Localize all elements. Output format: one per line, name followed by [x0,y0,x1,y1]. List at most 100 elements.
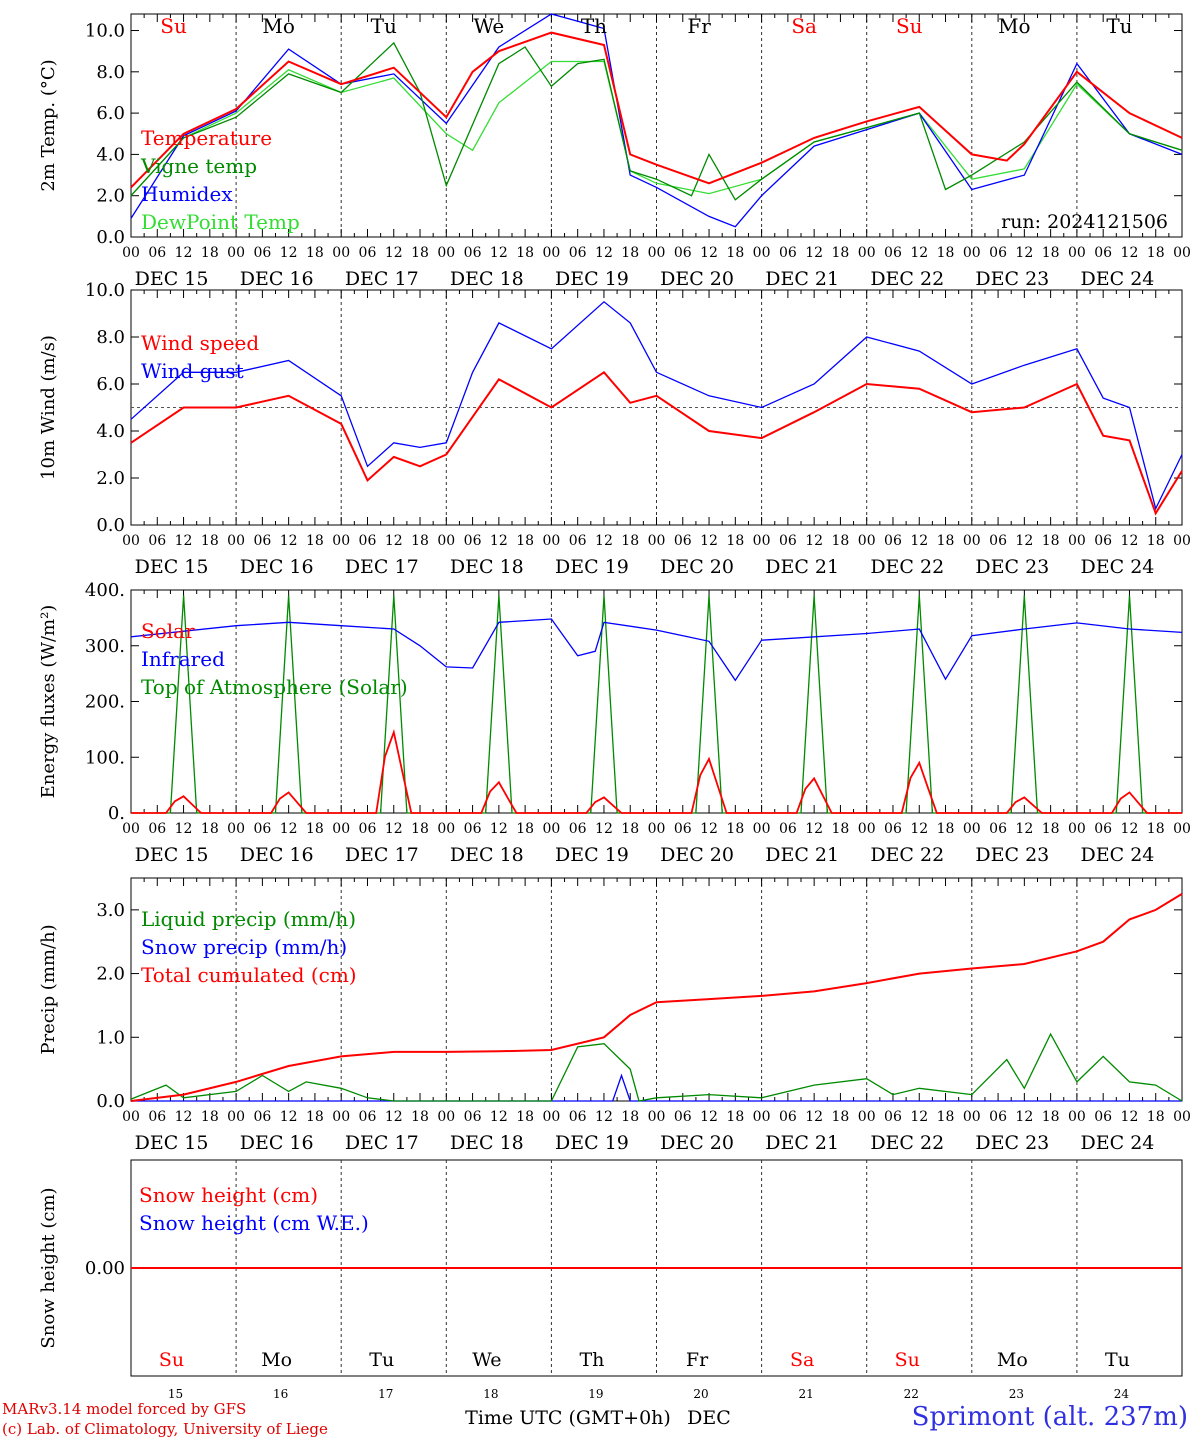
hour-tick-label: 06 [359,1109,377,1125]
hour-tick-label: 12 [700,533,718,549]
hour-tick-label: 12 [490,245,508,261]
weekday-label-bottom: We [472,1349,501,1371]
hour-tick-label: 18 [411,821,429,837]
hour-tick-label: 06 [253,533,271,549]
date-label: DEC 22 [870,844,944,866]
hour-tick-label: 18 [201,533,219,549]
hour-tick-label: 12 [910,533,928,549]
hour-tick-label: 00 [1173,821,1191,837]
date-label: DEC 23 [975,556,1049,578]
y-tick-label: 6.0 [96,103,125,124]
date-label: DEC 20 [660,844,734,866]
day-number-label: 18 [483,1387,498,1401]
hour-tick-label: 00 [332,821,350,837]
day-number-label: 24 [1114,1387,1130,1401]
y-tick-label: 0.00 [85,1258,125,1279]
hour-tick-label: 00 [227,533,245,549]
hour-tick-label: 00 [437,245,455,261]
series-line-wind-speed [130,370,1183,516]
hour-tick-label: 18 [621,245,639,261]
hour-tick-label: 18 [832,1109,850,1125]
hour-tick-label: 00 [227,1109,245,1125]
legend-entry: Snow precip (mm/h) [141,935,347,959]
hour-tick-label: 06 [884,245,902,261]
hour-tick-label: 00 [963,245,981,261]
weekday-label-top: Su [160,14,187,38]
date-label: DEC 19 [555,268,629,290]
hour-tick-label: 18 [516,533,534,549]
legend-entry: Temperature [141,126,272,150]
hour-tick-label: 12 [1121,533,1139,549]
date-label: DEC 15 [135,556,209,578]
hour-tick-label: 00 [332,533,350,549]
y-tick-label: 2.0 [96,468,125,489]
hour-tick-label: 00 [1173,1109,1191,1125]
date-label: DEC 24 [1081,556,1155,578]
weekday-label-bottom: Sa [790,1349,814,1371]
hour-tick-label: 00 [332,245,350,261]
station-name: Sprimont (alt. 237m) [911,1402,1188,1432]
hour-tick-label: 18 [1147,533,1165,549]
date-label: DEC 18 [450,1132,524,1154]
hour-tick-label: 00 [1068,245,1086,261]
hour-tick-label: 06 [884,1109,902,1125]
hour-tick-label: 12 [175,821,193,837]
day-number-label: 19 [588,1387,603,1401]
date-label: DEC 20 [660,556,734,578]
hour-tick-label: 00 [122,533,140,549]
weekday-label-bottom: Tu [1105,1349,1130,1371]
legend-entry: Wind gust [141,359,244,383]
date-label: DEC 19 [555,844,629,866]
hour-tick-label: 12 [805,245,823,261]
hour-tick-label: 06 [674,821,692,837]
hour-tick-label: 18 [516,245,534,261]
date-label: DEC 21 [765,844,839,866]
hour-tick-label: 06 [148,533,166,549]
date-label: DEC 23 [975,268,1049,290]
hour-tick-label: 00 [858,245,876,261]
hour-tick-label: 06 [359,821,377,837]
legend-entry: Snow height (cm) [139,1183,318,1207]
hour-tick-label: 18 [937,821,955,837]
date-label: DEC 17 [345,556,419,578]
y-tick-label: 100. [85,747,125,768]
hour-tick-label: 06 [884,821,902,837]
hour-tick-label: 12 [385,533,403,549]
weekday-label-bottom: Th [579,1349,604,1371]
hour-tick-label: 06 [569,533,587,549]
hour-tick-label: 12 [910,1109,928,1125]
hour-tick-label: 06 [148,1109,166,1125]
weekday-label-top: Tu [371,14,397,38]
date-label: DEC 22 [870,1132,944,1154]
y-tick-label: 0. [108,803,125,824]
legend-entry: Wind speed [141,331,259,355]
y-tick-label: 4.0 [96,144,125,165]
y-axis-label: Snow height (cm) [38,1187,59,1348]
hour-tick-label: 12 [280,821,298,837]
hour-tick-label: 12 [805,821,823,837]
date-label: DEC 16 [240,1132,314,1154]
hour-tick-label: 12 [700,245,718,261]
hour-tick-label: 06 [464,245,482,261]
hour-tick-label: 06 [569,821,587,837]
hour-tick-label: 06 [253,245,271,261]
hour-tick-label: 06 [1094,821,1112,837]
hour-tick-label: 18 [306,245,324,261]
hour-tick-label: 12 [595,1109,613,1125]
legend-entry: Snow height (cm W.E.) [139,1211,369,1235]
hour-tick-label: 00 [542,533,560,549]
hour-tick-label: 06 [779,821,797,837]
date-label: DEC 22 [870,268,944,290]
legend-entry: Solar [141,619,195,643]
hour-tick-label: 12 [910,821,928,837]
hour-tick-label: 00 [753,533,771,549]
hour-tick-label: 00 [332,1109,350,1125]
y-tick-label: 8.0 [96,62,125,83]
date-label: DEC 20 [660,268,734,290]
hour-tick-label: 00 [437,533,455,549]
day-number-label: 21 [799,1387,814,1401]
hour-tick-label: 06 [569,245,587,261]
hour-tick-label: 18 [411,245,429,261]
date-label: DEC 16 [240,556,314,578]
